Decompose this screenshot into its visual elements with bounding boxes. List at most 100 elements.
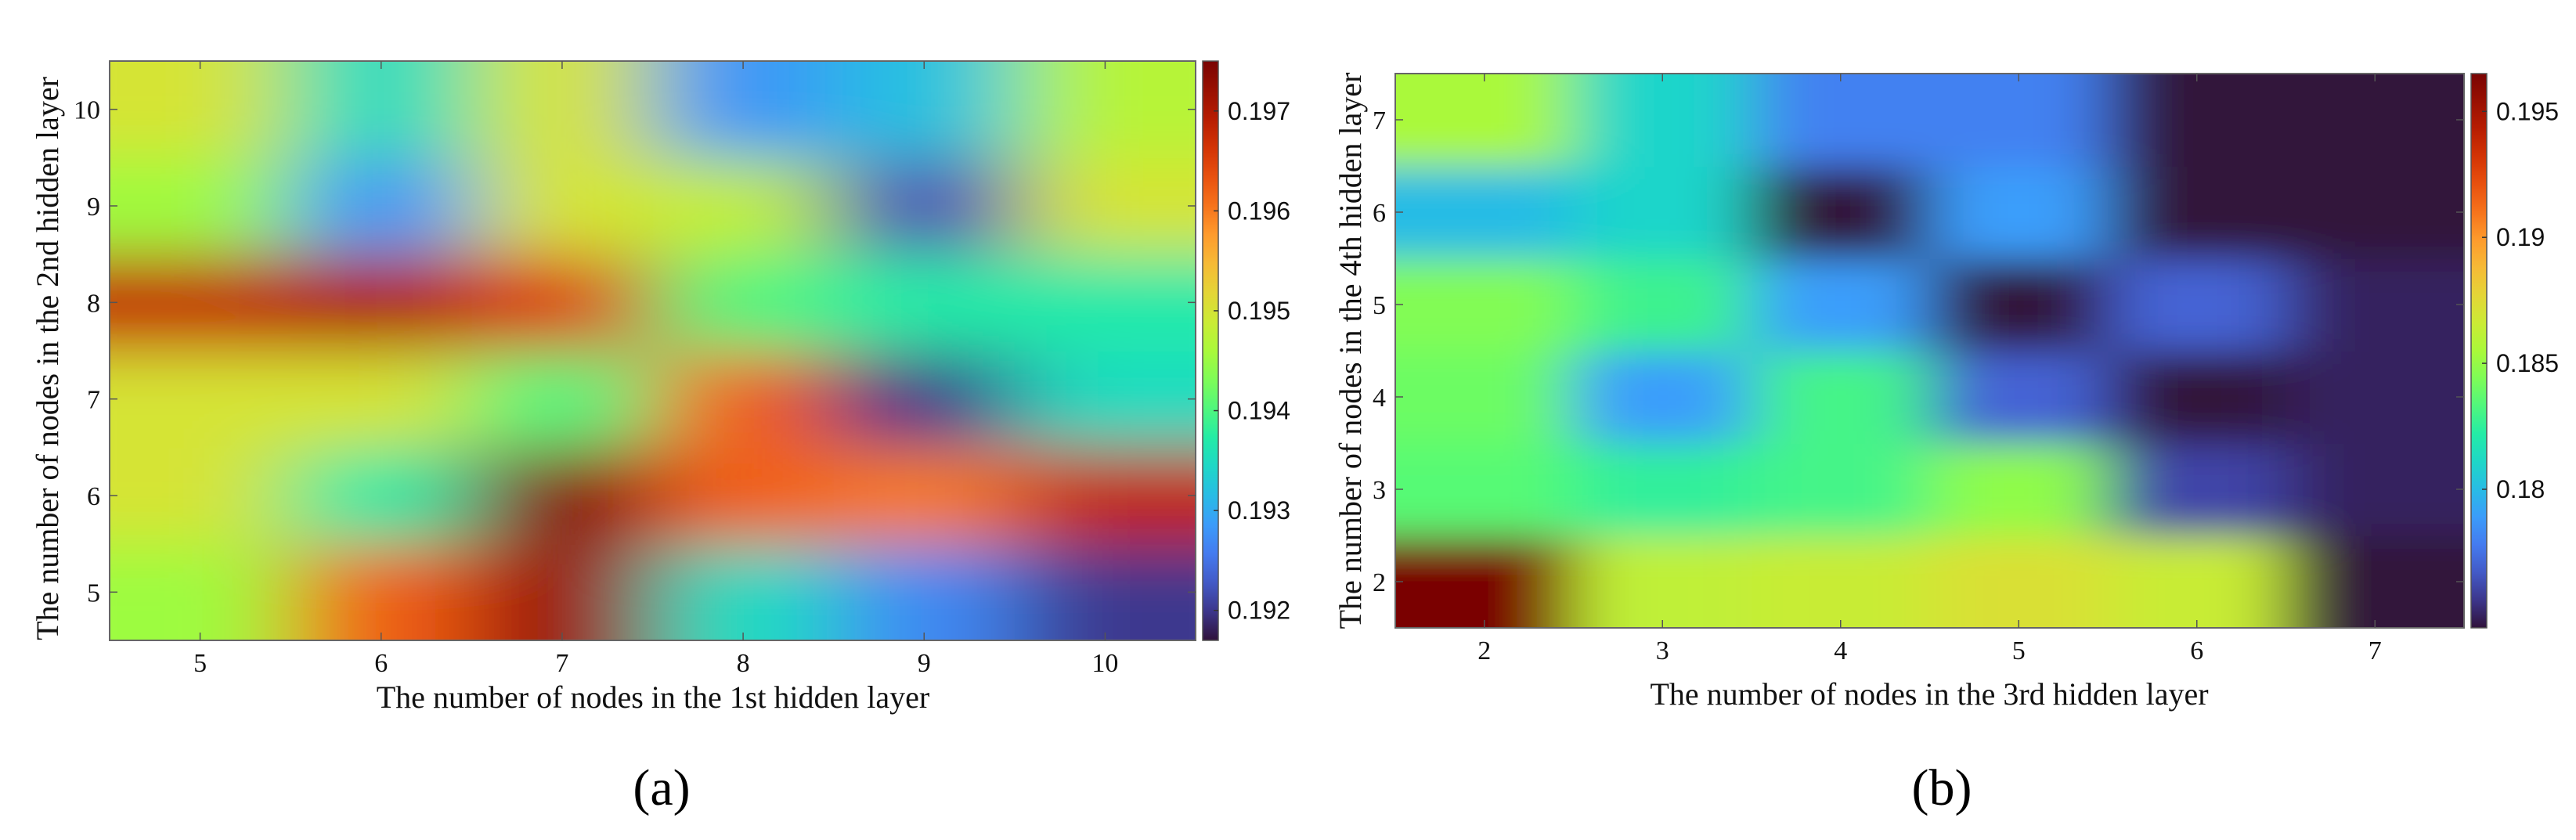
heatmap-cell [833, 543, 1016, 640]
heatmap-cell [833, 157, 1016, 255]
heatmap-cell [1929, 351, 2109, 444]
y-axis-label-b: The number of nodes in the 4th hidden la… [1333, 73, 1368, 629]
colorbar-ticks-b: 0.18 0.185 0.19 0.195 [2482, 97, 2559, 503]
heatmap-cell [652, 61, 835, 159]
heatmap-cell [652, 351, 835, 449]
heatmap-cell [471, 254, 654, 352]
heatmap-cell [1573, 258, 1752, 352]
x-axis-label-a: The number of nodes in the 1st hidden la… [377, 680, 929, 715]
x-tick-label: 5 [193, 649, 207, 678]
heatmap-cell [110, 61, 292, 159]
heatmap-cell [1752, 443, 1931, 536]
y-tick-label: 4 [1373, 384, 1386, 413]
heatmap-cell [2108, 443, 2287, 536]
heatmap-cell [1752, 74, 1931, 167]
heatmap-cell [2286, 443, 2464, 536]
heatmap-cell [471, 543, 654, 640]
y-tick-label: 10 [74, 96, 100, 125]
heatmap-cell [2286, 535, 2464, 628]
heatmap-cell [1014, 254, 1196, 352]
heatmap-cell [290, 543, 473, 640]
heatmap-cell [1395, 258, 1575, 352]
colorbar-tick-label: 0.18 [2496, 475, 2545, 503]
y-tick-label: 2 [1373, 568, 1386, 597]
x-tick-label: 5 [2012, 636, 2026, 665]
y-tick-label: 8 [87, 289, 100, 318]
y-tick-label: 3 [1373, 476, 1386, 505]
y-tick-label: 5 [87, 579, 100, 607]
heatmap-cell [2108, 535, 2287, 628]
heatmap-cell [290, 61, 473, 159]
colorbar-tick-label: 0.192 [1228, 597, 1290, 625]
colorbar-tick-label: 0.193 [1228, 496, 1290, 525]
heatmap-cell [2286, 74, 2464, 167]
heatmap-cell [1395, 443, 1575, 536]
y-axis-label-a: The number of nodes in the 2nd hidden la… [30, 77, 65, 640]
plot-frame-a [109, 60, 1196, 641]
x-tick-label: 7 [2369, 636, 2382, 665]
heatmap-cell [833, 61, 1016, 159]
heatmap-cell [1395, 535, 1575, 628]
x-tick-label: 8 [737, 649, 750, 678]
colorbar-tick-label: 0.197 [1228, 97, 1290, 125]
heatmap-cell [652, 157, 835, 255]
heatmap-cell [2286, 258, 2464, 352]
y-ticks-b: 2 3 4 5 6 7 [1373, 106, 2464, 597]
heatmap-cell [110, 543, 292, 640]
y-ticks-a: 5 6 7 8 9 10 [74, 96, 1196, 607]
heatmap-cell [1573, 351, 1752, 444]
heatmap-cell [1573, 535, 1752, 628]
heatmap-cell [2108, 258, 2287, 352]
colorbar-b [2470, 73, 2488, 629]
heatmap-b: 2 3 4 5 6 7 2 3 4 5 6 7 0.18 0.185 0.19 0.195 The num… [1333, 73, 2559, 817]
heatmap-cell [2108, 166, 2287, 259]
x-axis-label-b: The number of nodes in the 3rd hidden la… [1650, 676, 2208, 712]
heatmap-cell [1395, 351, 1575, 444]
panel-label-a: (a) [633, 759, 690, 817]
heatmap-cell [833, 351, 1016, 449]
heatmap-cell [471, 351, 654, 449]
colorbar-tick-label: 0.195 [1228, 297, 1290, 325]
y-tick-label: 6 [1373, 199, 1386, 228]
heatmap-cell [2108, 351, 2287, 444]
heatmap-cell [1395, 166, 1575, 259]
heatmap-cell [290, 157, 473, 255]
heatmap-cell [1014, 61, 1196, 159]
panel-label-b: (b) [1912, 759, 1972, 817]
y-tick-label: 7 [1373, 106, 1386, 135]
heatmap-cell [471, 61, 654, 159]
heatmap-cell [1395, 74, 1575, 167]
x-ticks-a: 5 6 7 8 9 10 [193, 61, 1118, 678]
heatmap-cell [110, 157, 292, 255]
colorbar-tick-label: 0.196 [1228, 196, 1290, 225]
heatmap-cell [1014, 157, 1196, 255]
y-tick-label: 7 [87, 386, 100, 415]
heatmap-cell [1752, 351, 1931, 444]
colorbar-tick-label: 0.19 [2496, 223, 2545, 251]
heatmap-cell [110, 351, 292, 449]
heatmap-cell [1752, 166, 1931, 259]
colorbar-tick-label: 0.195 [2496, 97, 2559, 125]
heatmap-cell [652, 543, 835, 640]
x-tick-label: 3 [1656, 636, 1669, 665]
x-tick-label: 2 [1477, 636, 1491, 665]
colorbar-a [1202, 60, 1219, 641]
colorbar-tick-label: 0.194 [1228, 397, 1290, 425]
heatmap-a-cells [110, 61, 1196, 640]
plot-frame-b [1394, 73, 2465, 629]
heatmap-cell [833, 254, 1016, 352]
x-tick-label: 9 [918, 649, 931, 678]
heatmap-cell [2286, 166, 2464, 259]
heatmap-cell [1752, 535, 1931, 628]
heatmap-b-cells [1395, 74, 2464, 628]
heatmap-cell [833, 447, 1016, 545]
heatmap-cell [1929, 258, 2109, 352]
heatmap-cell [1929, 443, 2109, 536]
y-tick-label: 6 [87, 482, 100, 511]
x-tick-label: 7 [555, 649, 568, 678]
heatmap-cell [1573, 443, 1752, 536]
heatmap-cell [1929, 535, 2109, 628]
x-tick-label: 10 [1091, 649, 1118, 678]
heatmap-cell [1014, 351, 1196, 449]
